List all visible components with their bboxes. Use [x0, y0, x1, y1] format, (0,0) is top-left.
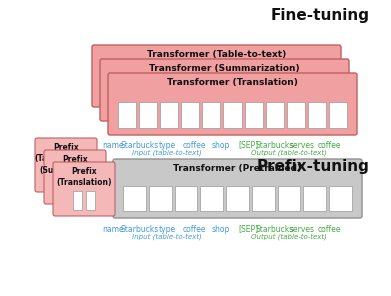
Bar: [244, 102, 263, 128]
Bar: [215, 88, 233, 114]
Bar: [149, 186, 172, 211]
Bar: [329, 186, 352, 211]
Text: Transformer (Table-to-text): Transformer (Table-to-text): [147, 51, 286, 59]
Bar: [308, 102, 326, 128]
Bar: [77, 179, 86, 198]
Bar: [123, 74, 141, 100]
Text: name: name: [102, 141, 124, 149]
Text: Starbucks: Starbucks: [121, 224, 159, 234]
Bar: [110, 88, 128, 114]
Bar: [194, 88, 212, 114]
Bar: [252, 186, 274, 211]
FancyBboxPatch shape: [92, 45, 341, 107]
Text: Starbucks: Starbucks: [256, 141, 294, 149]
Text: Prefix-tuning: Prefix-tuning: [257, 159, 370, 174]
Bar: [131, 88, 149, 114]
Bar: [139, 102, 157, 128]
Text: [SEP]: [SEP]: [238, 224, 258, 234]
Text: coffee: coffee: [182, 224, 206, 234]
Bar: [174, 186, 197, 211]
Text: Starbucks: Starbucks: [256, 224, 294, 234]
FancyBboxPatch shape: [44, 150, 106, 204]
FancyBboxPatch shape: [108, 73, 357, 135]
Bar: [64, 179, 73, 198]
Text: Transformer (Pretrained): Transformer (Pretrained): [174, 165, 301, 173]
Bar: [313, 74, 331, 100]
Bar: [303, 186, 326, 211]
Bar: [258, 88, 276, 114]
Text: Input (table-to-text): Input (table-to-text): [132, 150, 202, 156]
Text: coffee: coffee: [317, 224, 341, 234]
Bar: [329, 102, 347, 128]
Bar: [237, 88, 255, 114]
Bar: [229, 74, 247, 100]
Text: serves: serves: [289, 141, 314, 149]
Text: Starbucks: Starbucks: [121, 141, 159, 149]
Bar: [181, 102, 199, 128]
Bar: [226, 186, 249, 211]
Text: serves: serves: [289, 224, 314, 234]
Bar: [278, 186, 300, 211]
Bar: [118, 102, 136, 128]
Bar: [86, 191, 95, 210]
Text: type: type: [158, 224, 176, 234]
Bar: [144, 74, 162, 100]
Bar: [200, 186, 223, 211]
Bar: [208, 74, 226, 100]
Bar: [68, 167, 77, 186]
Bar: [73, 191, 82, 210]
Text: Prefix
(Table-to-text): Prefix (Table-to-text): [35, 143, 97, 163]
Bar: [203, 102, 221, 128]
Bar: [265, 102, 284, 128]
Text: Output (table-to-text): Output (table-to-text): [251, 234, 326, 240]
FancyBboxPatch shape: [53, 162, 115, 216]
Bar: [249, 74, 268, 100]
Bar: [321, 88, 339, 114]
Bar: [160, 102, 178, 128]
Bar: [123, 186, 146, 211]
Bar: [300, 88, 318, 114]
Bar: [165, 74, 183, 100]
FancyBboxPatch shape: [113, 159, 362, 218]
Text: Fine-tuning: Fine-tuning: [271, 8, 370, 23]
Bar: [55, 167, 64, 186]
Text: shop: shop: [212, 224, 230, 234]
Bar: [287, 102, 305, 128]
Bar: [102, 74, 120, 100]
Text: Prefix
(Summarization): Prefix (Summarization): [39, 155, 111, 175]
Text: coffee: coffee: [317, 141, 341, 149]
Bar: [292, 74, 310, 100]
Text: coffee: coffee: [182, 141, 206, 149]
Bar: [271, 74, 289, 100]
Text: Prefix
(Translation): Prefix (Translation): [56, 167, 112, 187]
Text: Input (table-to-text): Input (table-to-text): [132, 234, 202, 240]
Bar: [152, 88, 170, 114]
Text: name: name: [102, 224, 124, 234]
Text: shop: shop: [212, 141, 230, 149]
Bar: [223, 102, 242, 128]
Text: type: type: [158, 141, 176, 149]
Bar: [173, 88, 191, 114]
FancyBboxPatch shape: [35, 138, 97, 192]
Text: Transformer (Summarization): Transformer (Summarization): [149, 65, 300, 73]
Text: Transformer (Translation): Transformer (Translation): [167, 78, 298, 88]
FancyBboxPatch shape: [100, 59, 349, 121]
Bar: [279, 88, 297, 114]
Text: Output (table-to-text): Output (table-to-text): [251, 150, 326, 156]
Text: [SEP]: [SEP]: [238, 141, 258, 149]
Bar: [187, 74, 204, 100]
